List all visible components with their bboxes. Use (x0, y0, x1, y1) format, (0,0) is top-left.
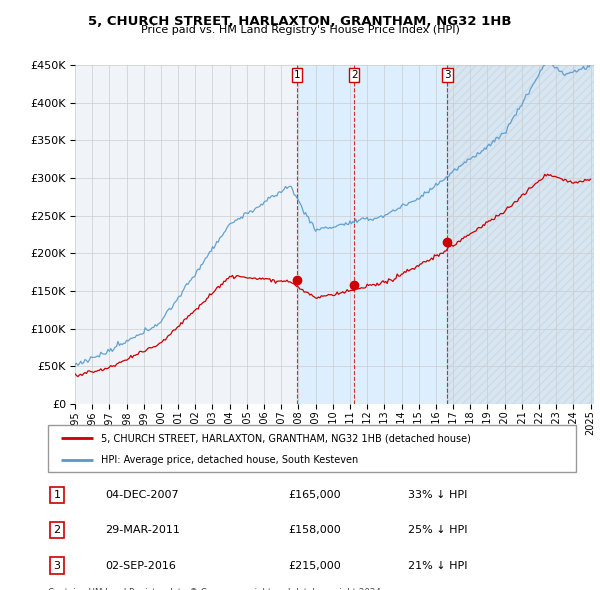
Text: Price paid vs. HM Land Registry's House Price Index (HPI): Price paid vs. HM Land Registry's House … (140, 25, 460, 35)
Bar (297, 65, 354, 404)
Text: 33% ↓ HPI: 33% ↓ HPI (408, 490, 467, 500)
Text: 3: 3 (53, 560, 61, 571)
Text: HPI: Average price, detached house, South Kesteven: HPI: Average price, detached house, Sout… (101, 455, 358, 465)
Text: £165,000: £165,000 (288, 490, 341, 500)
Text: 1: 1 (294, 70, 301, 80)
Text: 25% ↓ HPI: 25% ↓ HPI (408, 525, 467, 535)
Text: 2: 2 (53, 525, 61, 535)
Text: 21% ↓ HPI: 21% ↓ HPI (408, 560, 467, 571)
Bar (448, 65, 594, 404)
Text: 2: 2 (351, 70, 358, 80)
Text: 5, CHURCH STREET, HARLAXTON, GRANTHAM, NG32 1HB: 5, CHURCH STREET, HARLAXTON, GRANTHAM, N… (88, 15, 512, 28)
Text: £158,000: £158,000 (288, 525, 341, 535)
Bar (448, 65, 594, 404)
Bar (354, 65, 448, 404)
Text: 04-DEC-2007: 04-DEC-2007 (105, 490, 179, 500)
Text: 02-SEP-2016: 02-SEP-2016 (105, 560, 176, 571)
Text: 29-MAR-2011: 29-MAR-2011 (105, 525, 180, 535)
Text: 5, CHURCH STREET, HARLAXTON, GRANTHAM, NG32 1HB (detached house): 5, CHURCH STREET, HARLAXTON, GRANTHAM, N… (101, 433, 470, 443)
Text: Contains HM Land Registry data © Crown copyright and database right 2024.
This d: Contains HM Land Registry data © Crown c… (48, 588, 383, 590)
Text: £215,000: £215,000 (288, 560, 341, 571)
Text: 1: 1 (53, 490, 61, 500)
FancyBboxPatch shape (48, 425, 576, 472)
Text: 3: 3 (444, 70, 451, 80)
